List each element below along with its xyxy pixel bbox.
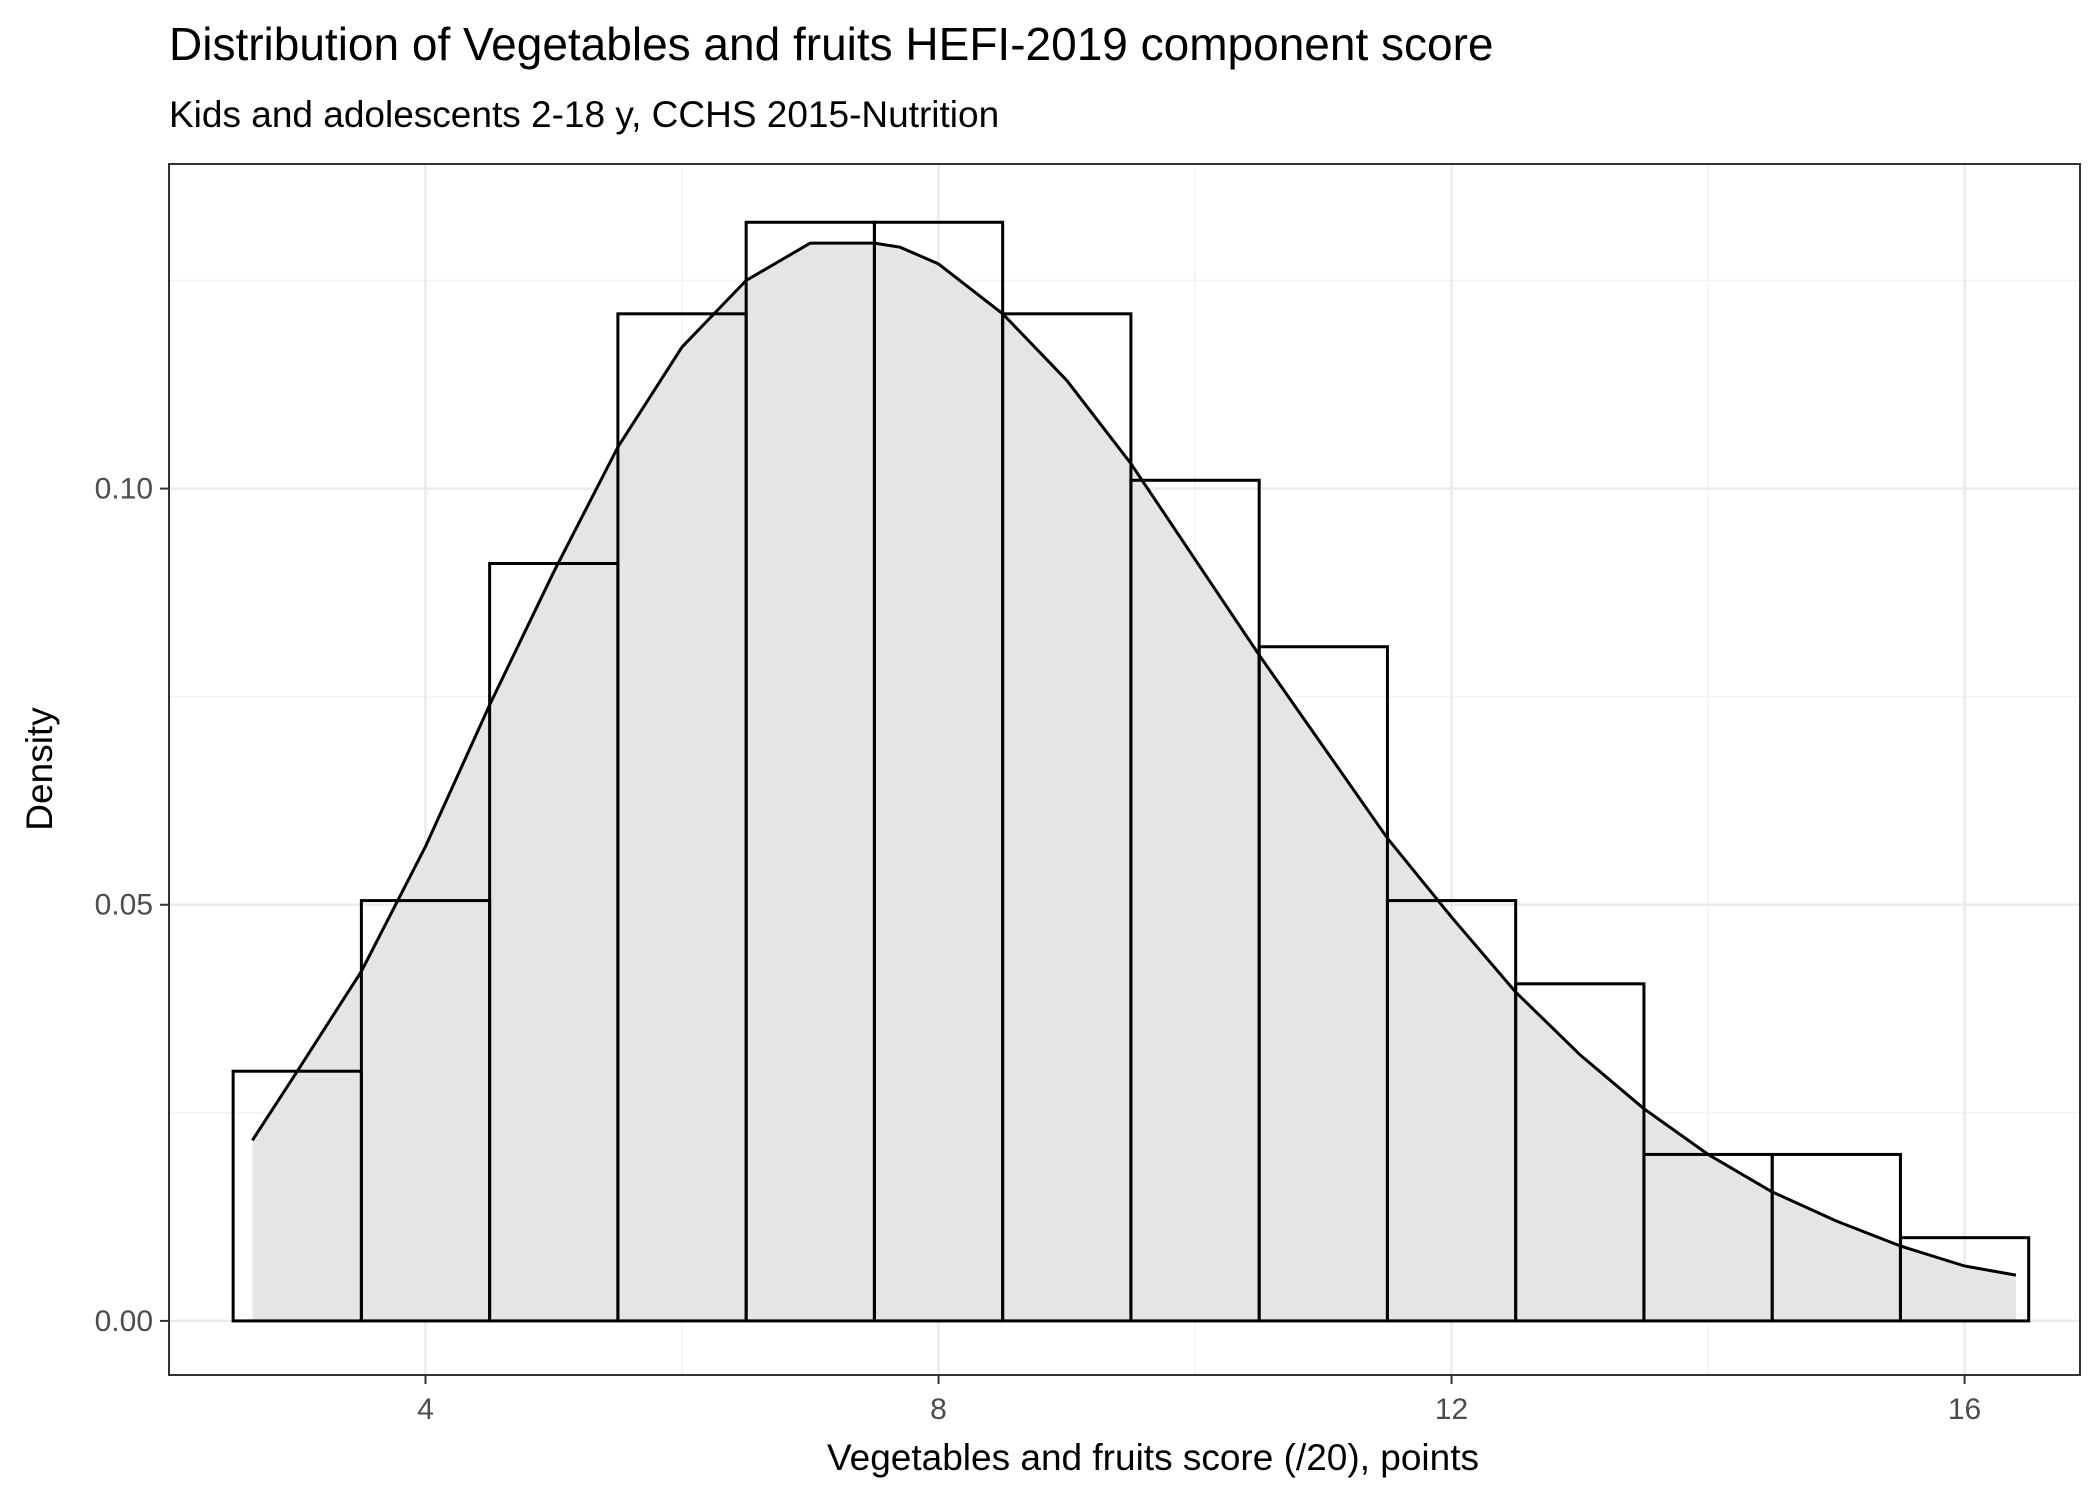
y-tick-label: 0.05: [95, 889, 153, 922]
y-axis-ticks: 0.00 0.05 0.10: [95, 473, 169, 1338]
chart-subtitle: Kids and adolescents 2-18 y, CCHS 2015-N…: [169, 94, 999, 135]
histogram-bar: [1514, 982, 1646, 1323]
histogram-bar: [1898, 1236, 2031, 1323]
density-curve-group: [251, 241, 2017, 1277]
chart-title: Distribution of Vegetables and fruits HE…: [169, 18, 1494, 70]
panel-border: [168, 163, 2081, 1376]
density-area: [252, 243, 2016, 1321]
y-tick-label: 0.10: [95, 473, 153, 506]
x-tick-label: 8: [930, 1393, 947, 1426]
x-tick-label: 16: [1948, 1393, 1981, 1426]
x-axis-ticks: 4 8 12 16: [417, 1375, 1981, 1426]
density-curve: [251, 241, 2017, 1277]
y-tick-label: 0.00: [95, 1305, 153, 1338]
y-axis-title: Density: [19, 707, 60, 831]
density-area-fill: [252, 243, 2016, 1321]
x-tick-label: 4: [417, 1393, 434, 1426]
x-tick-label: 12: [1435, 1393, 1468, 1426]
x-axis-title: Vegetables and fruits score (/20), point…: [827, 1437, 1479, 1478]
